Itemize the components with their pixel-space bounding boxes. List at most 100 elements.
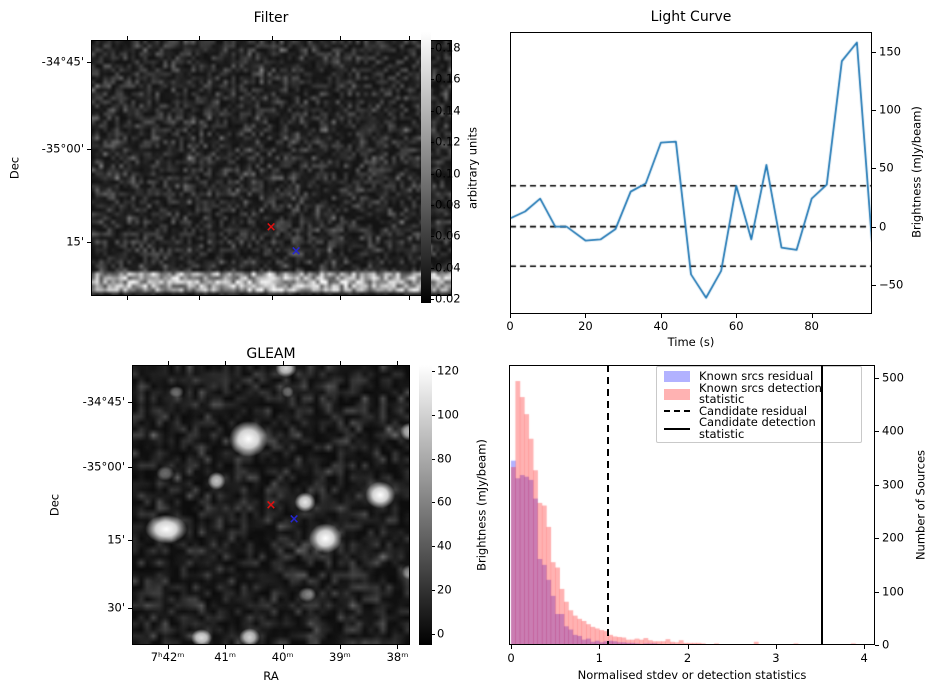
gleam-x-tick	[282, 361, 284, 365]
light-curve-x-tick	[585, 314, 587, 318]
gleam-y-tick-label: -35°00'	[82, 459, 125, 474]
red-x-marker: ×	[265, 219, 277, 235]
gleam-x-tick	[167, 645, 169, 649]
filter-ylabel: Dec	[7, 156, 22, 180]
filter-colorbar-tick-label: 0.12	[435, 134, 461, 149]
legend-item-known-srcs-detection-statistic: Known srcs detection statistic	[664, 380, 854, 406]
histogram-x-tick-label: 1	[595, 651, 603, 665]
light-curve-x-tick-label: 20	[578, 319, 593, 333]
gleam-y-tick	[128, 608, 132, 610]
legend-item-known-srcs-residual: Known srcs residual	[664, 369, 854, 383]
light-curve-y-tick	[872, 168, 876, 170]
gleam-colorbar-tick	[432, 371, 435, 372]
blue-x-marker: ×	[288, 512, 300, 528]
gleam-x-tick-label: 41ᵐ	[214, 650, 237, 664]
candidate-detection-statistic-line	[820, 365, 823, 645]
light-curve-x-tick-label: 0	[506, 319, 514, 333]
gleam-image-panel	[132, 365, 410, 645]
histogram-xlabel: Normalised stdev or detection statistics	[577, 668, 807, 682]
gleam-colorbar-tick	[432, 458, 435, 460]
filter-colorbar-tick-label: 0.14	[435, 103, 461, 118]
histogram-x-tick-label: 0	[507, 651, 515, 665]
gleam-colorbar-tick-label: 20	[437, 582, 452, 597]
light-curve-y-tick-label: 0	[879, 218, 887, 233]
histogram-y-tick	[875, 591, 879, 593]
filter-colorbar-label: arbitrary units	[465, 126, 480, 210]
legend-swatch-candidate-detection-statistic	[664, 427, 690, 430]
histogram-y-tick	[875, 538, 879, 540]
filter-y-tick	[87, 149, 91, 151]
histogram-y-tick	[875, 431, 879, 433]
filter-x-tick	[408, 36, 410, 40]
gleam-title: GLEAM	[246, 346, 296, 362]
gleam-xlabel: RA	[263, 669, 279, 683]
light-curve-y-tick-label: −50	[879, 277, 904, 292]
light-curve-x-tick-label: 60	[728, 319, 744, 333]
gleam-colorbar-tick-label: 40	[437, 538, 452, 553]
gleam-y-tick-label: 15'	[107, 532, 125, 547]
filter-colorbar	[421, 32, 431, 303]
histogram-y-tick-label: 0	[882, 637, 890, 652]
histogram-x-tick	[775, 645, 777, 649]
gleam-x-tick	[225, 645, 227, 649]
filter-x-tick	[199, 36, 201, 40]
filter-title: Filter	[253, 10, 289, 26]
gleam-x-tick-label: 39ᵐ	[329, 650, 351, 664]
light-curve-y-tick	[872, 51, 876, 53]
histogram-y-tick-label: 500	[882, 370, 904, 385]
legend-swatch-known-srcs-detection-statistic	[664, 388, 690, 400]
light-curve-x-tick	[736, 314, 738, 318]
filter-colorbar-tick-label: 0.16	[435, 71, 461, 86]
filter-y-tick-label: -34°45'	[41, 54, 84, 69]
gleam-y-tick-label: 30'	[107, 600, 125, 615]
filter-colorbar-tick-label: 0.06	[435, 228, 461, 243]
filter-x-tick	[127, 296, 129, 300]
gleam-x-tick	[397, 361, 399, 365]
filter-x-tick	[271, 296, 273, 300]
legend-item-candidate-detection-statistic: Candidate detection statistic	[664, 416, 854, 440]
gleam-colorbar-tick-label: 100	[437, 407, 459, 422]
gleam-colorbar-tick-label: 120	[437, 363, 459, 378]
gleam-x-tick-label: 40ᵐ	[271, 650, 294, 664]
gleam-y-tick	[128, 540, 132, 541]
histogram-y-tick	[875, 645, 879, 646]
filter-colorbar-tick	[431, 48, 434, 49]
legend-label: Known srcs residual	[699, 369, 814, 383]
histogram-ylabel: Number of Sources	[913, 449, 928, 561]
gleam-x-tick	[282, 645, 284, 649]
histogram-y-tick	[875, 484, 879, 486]
gleam-x-tick	[339, 645, 341, 649]
legend-label: Known srcs detection statistic	[699, 380, 822, 406]
gleam-x-tick-label: 38ᵐ	[386, 650, 409, 664]
filter-colorbar-tick-label: 0.18	[435, 40, 461, 55]
histogram-x-tick-label: 2	[683, 651, 692, 665]
light-curve-y-tick-label: 100	[879, 102, 901, 117]
filter-x-tick	[340, 36, 342, 40]
light-curve-plot	[510, 32, 872, 314]
gleam-ylabel: Dec	[47, 493, 62, 517]
filter-x-tick	[127, 36, 129, 40]
light-curve-x-tick	[660, 314, 662, 318]
light-curve-y-tick-label: 50	[879, 160, 894, 175]
gleam-colorbar-tick	[432, 414, 435, 416]
filter-colorbar-tick	[431, 110, 434, 112]
histogram-x-tick-label: 3	[772, 651, 780, 665]
filter-colorbar-tick-label: 0.04	[435, 260, 461, 275]
light-curve-y-tick	[872, 110, 876, 112]
histogram-y-tick-label: 100	[882, 583, 904, 598]
filter-colorbar-tick-label: 0.02	[435, 291, 461, 306]
light-curve-x-tick	[811, 314, 813, 318]
histogram-y-tick	[875, 377, 879, 379]
gleam-colorbar-tick-label: 0	[437, 626, 445, 641]
gleam-y-tick	[128, 466, 132, 468]
light-curve-x-tick	[510, 314, 511, 318]
filter-image-panel	[91, 40, 452, 296]
histogram-x-tick	[864, 645, 866, 649]
filter-y-tick	[87, 241, 91, 243]
light-curve-panel	[510, 32, 872, 314]
gleam-y-tick	[128, 401, 132, 403]
legend-item-candidate-residual: Candidate residual	[664, 405, 854, 418]
filter-colorbar-tick	[431, 173, 434, 175]
filter-colorbar-tick	[431, 299, 434, 301]
histogram-x-tick	[511, 645, 512, 649]
